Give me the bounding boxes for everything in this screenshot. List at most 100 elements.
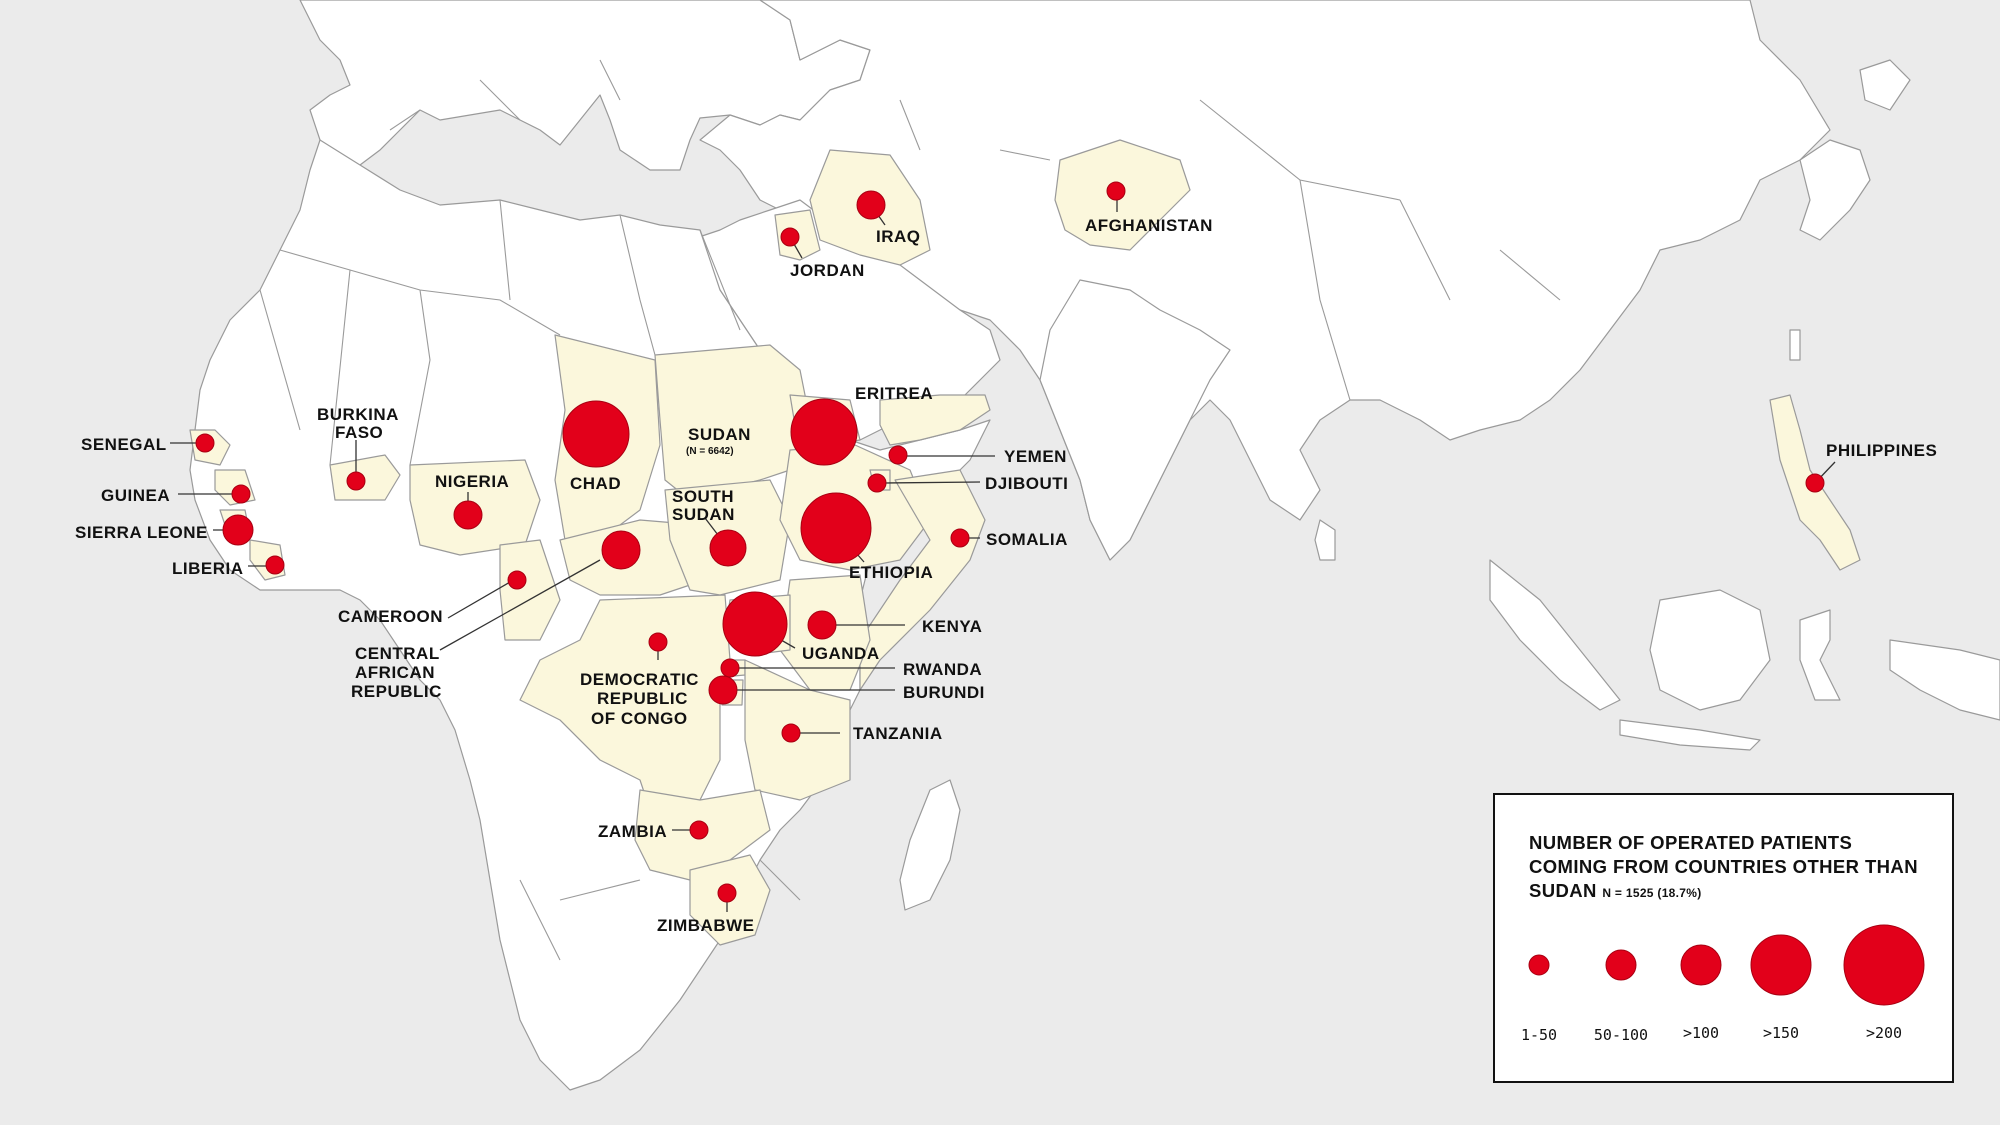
marker-afghanistan[interactable] <box>1106 181 1126 201</box>
label-somalia: SOMALIA <box>986 530 1068 549</box>
label-sierra-leone: SIERRA LEONE <box>75 523 208 542</box>
marker-chad[interactable] <box>562 400 630 468</box>
leader-car <box>439 559 601 651</box>
cameroon-shape <box>499 539 561 641</box>
label-cameroon: CAMEROON <box>338 607 443 626</box>
japan-landmass <box>1799 139 1871 241</box>
legend-symbols: 1-50 50-100 >100 >150 >200 <box>1521 924 1925 1044</box>
label-drc-1: DEMOCRATIC <box>580 670 699 689</box>
label-burkina-faso-2: FASO <box>335 423 383 442</box>
legend-class-1-50: 1-50 <box>1521 1026 1557 1044</box>
label-zambia: ZAMBIA <box>598 822 667 841</box>
sulawesi <box>1799 609 1841 701</box>
leader-cameroon <box>447 581 511 619</box>
marker-philippines[interactable] <box>1805 473 1825 493</box>
marker-jordan[interactable] <box>780 227 800 247</box>
label-iraq: IRAQ <box>876 227 921 246</box>
label-jordan: JORDAN <box>790 261 865 280</box>
legend-circle-200 <box>1843 924 1925 1006</box>
japan-north-island <box>1859 59 1911 111</box>
legend-circle-50-100 <box>1605 949 1637 981</box>
legend-class-50-100: 50-100 <box>1594 1026 1648 1044</box>
label-burundi: BURUNDI <box>903 683 985 702</box>
somalia-shape <box>859 469 986 691</box>
label-drc-2: REPUBLIC <box>597 689 688 708</box>
marker-burundi[interactable] <box>708 675 738 705</box>
label-burkina-faso-1: BURKINA <box>317 405 399 424</box>
borneo <box>1649 589 1771 711</box>
madagascar <box>899 779 961 911</box>
marker-zambia[interactable] <box>689 820 709 840</box>
label-zimbabwe: ZIMBABWE <box>657 916 754 935</box>
legend-circle-150 <box>1750 934 1812 996</box>
label-djibouti: DJIBOUTI <box>985 474 1068 493</box>
marker-cameroon[interactable] <box>507 570 527 590</box>
marker-rwanda[interactable] <box>720 658 740 678</box>
label-ethiopia: ETHIOPIA <box>849 563 933 582</box>
yemen-shape <box>879 394 991 446</box>
marker-drc[interactable] <box>648 632 668 652</box>
marker-djibouti[interactable] <box>867 473 887 493</box>
legend-class-200: >200 <box>1866 1024 1902 1042</box>
labels-layer: SENEGAL GUINEA SIERRA LEONE LIBERIA BURK… <box>75 216 1937 935</box>
india-landmass <box>1039 279 1231 561</box>
new-guinea <box>1889 639 2000 721</box>
marker-eritrea[interactable] <box>790 398 858 466</box>
label-sudan: SUDAN <box>688 425 751 444</box>
label-liberia: LIBERIA <box>172 559 244 578</box>
label-kenya: KENYA <box>922 617 982 636</box>
label-drc-3: OF CONGO <box>591 709 688 728</box>
marker-burkina-faso[interactable] <box>346 471 366 491</box>
label-uganda: UGANDA <box>802 644 880 663</box>
marker-uganda[interactable] <box>722 591 788 657</box>
legend-title-text: NUMBER OF OPERATED PATIENTS COMING FROM … <box>1529 832 1918 901</box>
label-chad: CHAD <box>570 474 621 493</box>
legend: NUMBER OF OPERATED PATIENTS COMING FROM … <box>1493 793 1954 1083</box>
legend-circle-1-50 <box>1528 954 1550 976</box>
label-tanzania: TANZANIA <box>853 724 943 743</box>
label-senegal: SENEGAL <box>81 435 167 454</box>
marker-zimbabwe[interactable] <box>717 883 737 903</box>
label-car-2: AFRICAN <box>355 663 435 682</box>
sri-lanka <box>1314 519 1336 561</box>
leader-south-sudan <box>704 517 719 536</box>
markers-layer <box>170 181 1836 912</box>
label-nigeria: NIGERIA <box>435 472 509 491</box>
legend-class-150: >150 <box>1763 1024 1799 1042</box>
marker-senegal[interactable] <box>195 433 215 453</box>
marker-yemen[interactable] <box>888 445 908 465</box>
label-yemen: YEMEN <box>1004 447 1067 466</box>
label-rwanda: RWANDA <box>903 660 982 679</box>
marker-liberia[interactable] <box>265 555 285 575</box>
legend-title: NUMBER OF OPERATED PATIENTS COMING FROM … <box>1529 831 1929 905</box>
label-sudan-note: (N = 6642) <box>686 446 734 457</box>
marker-tanzania[interactable] <box>781 723 801 743</box>
label-south-sudan-2: SUDAN <box>672 505 735 524</box>
burkina-faso-shape <box>329 454 401 501</box>
marker-south-sudan[interactable] <box>709 529 747 567</box>
legend-circle-100 <box>1680 944 1722 986</box>
marker-ethiopia[interactable] <box>800 492 872 564</box>
sumatra <box>1489 559 1621 711</box>
marker-kenya[interactable] <box>807 610 837 640</box>
marker-nigeria[interactable] <box>453 500 483 530</box>
label-afghanistan: AFGHANISTAN <box>1085 216 1213 235</box>
legend-class-100: >100 <box>1683 1024 1719 1042</box>
marker-guinea[interactable] <box>231 484 251 504</box>
label-philippines: PHILIPPINES <box>1826 441 1937 460</box>
label-south-sudan-1: SOUTH <box>672 487 734 506</box>
label-car-3: REPUBLIC <box>351 682 442 701</box>
country-borders <box>259 59 1561 961</box>
marker-iraq[interactable] <box>856 190 886 220</box>
java <box>1619 719 1761 751</box>
marker-car[interactable] <box>601 530 641 570</box>
marker-sierra-leone[interactable] <box>222 514 254 546</box>
legend-note: N = 1525 (18.7%) <box>1602 886 1702 900</box>
taiwan <box>1789 329 1801 361</box>
sudan-shape <box>654 344 811 501</box>
label-guinea: GUINEA <box>101 486 170 505</box>
label-car-1: CENTRAL <box>355 644 440 663</box>
marker-somalia[interactable] <box>950 528 970 548</box>
label-eritrea: ERITREA <box>855 384 933 403</box>
